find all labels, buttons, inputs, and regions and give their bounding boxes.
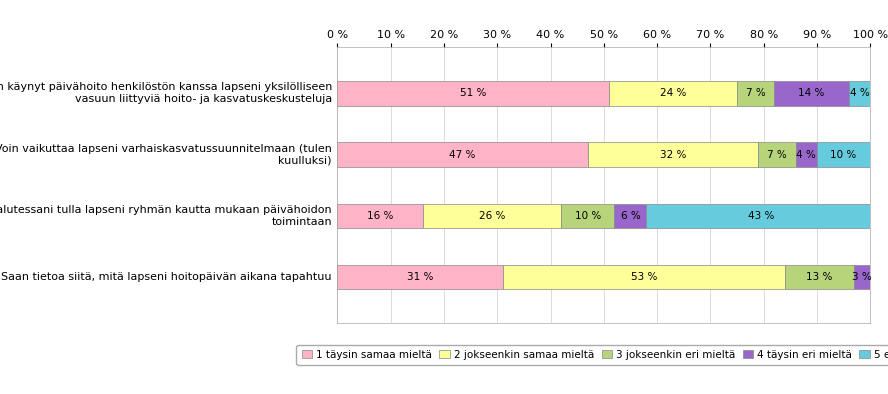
Text: 13 %: 13 % [806,272,833,282]
Text: 26 %: 26 % [479,211,505,221]
Text: 7 %: 7 % [767,150,787,160]
Bar [737,81,774,106]
Text: 4 %: 4 % [850,88,869,98]
Text: 16 %: 16 % [367,211,393,221]
Bar [614,204,646,228]
Bar [774,81,849,106]
Text: 4 %: 4 % [797,150,816,160]
Bar [337,81,609,106]
Bar [854,265,870,289]
Bar [609,81,737,106]
Text: 3 %: 3 % [852,272,872,282]
Bar [849,81,870,106]
Text: 53 %: 53 % [630,272,657,282]
Bar [817,142,870,167]
Bar [337,142,588,167]
Text: 51 %: 51 % [460,88,487,98]
Bar [758,142,796,167]
Bar [337,265,503,289]
Bar [561,204,614,228]
Text: 47 %: 47 % [449,150,476,160]
Text: 31 %: 31 % [407,272,433,282]
Bar [503,265,785,289]
Text: 6 %: 6 % [621,211,640,221]
Text: 24 %: 24 % [660,88,686,98]
Text: 10 %: 10 % [575,211,601,221]
Text: 43 %: 43 % [748,211,774,221]
Bar [646,204,876,228]
Text: 14 %: 14 % [798,88,825,98]
Bar [785,265,854,289]
Legend: 1 täysin samaa mieltä, 2 jokseenkin samaa mieltä, 3 jokseenkin eri mieltä, 4 täy: 1 täysin samaa mieltä, 2 jokseenkin sama… [297,345,888,365]
Bar [423,204,561,228]
Text: 7 %: 7 % [746,88,765,98]
Bar [796,142,817,167]
Bar [588,142,758,167]
Text: 32 %: 32 % [660,150,686,160]
Bar [337,204,423,228]
Text: 10 %: 10 % [830,150,857,160]
